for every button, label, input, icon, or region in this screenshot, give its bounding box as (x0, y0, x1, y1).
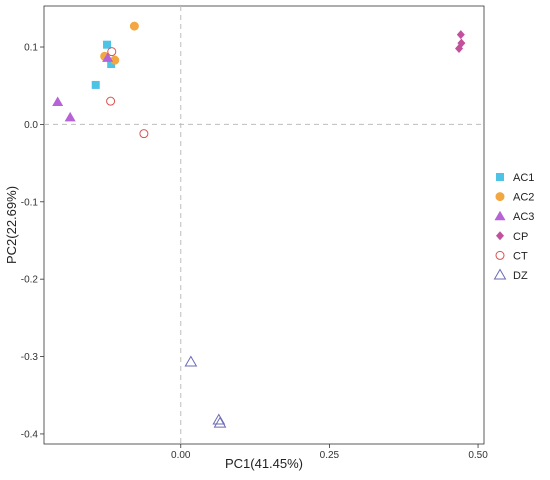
data-point-ct (139, 129, 149, 139)
x-axis: 0.00 0.25 0.50 (171, 444, 488, 461)
legend-marker-dz (493, 268, 507, 280)
data-point-dz (184, 355, 198, 367)
y-tick-label: -0.4 (21, 429, 39, 440)
legend-marker-ct (495, 250, 505, 260)
y-tick-label: 0.1 (24, 43, 38, 54)
data-point-cp (456, 30, 465, 40)
reference-lines (44, 6, 484, 444)
legend-item-ac1: AC1 (496, 172, 534, 184)
data-point-ac1 (103, 40, 112, 49)
legend: AC1 AC2 AC3 CP CT DZ (493, 172, 534, 282)
y-tick-label: -0.3 (21, 352, 39, 363)
legend-label-ac2: AC2 (513, 192, 534, 204)
legend-item-ct: CT (495, 250, 528, 262)
y-tick-label: -0.1 (21, 197, 39, 208)
x-tick-label: 0.50 (468, 450, 488, 461)
legend-item-dz: DZ (493, 268, 528, 282)
series-dz (184, 355, 227, 428)
data-point-ac2 (129, 21, 139, 31)
legend-label-ac3: AC3 (513, 211, 534, 223)
data-point-ac3 (52, 96, 64, 106)
x-axis-label: PC1(41.45%) (225, 456, 303, 471)
data-point-ac3 (102, 52, 114, 62)
series-ct (106, 47, 149, 139)
series-ac3 (52, 52, 114, 122)
x-tick-label: 0.00 (171, 450, 191, 461)
y-axis-label: PC2(22.69%) (4, 186, 19, 264)
y-tick-label: 0.0 (24, 120, 38, 131)
legend-marker-ac2 (495, 192, 505, 202)
data-point-ct (107, 47, 117, 57)
y-axis: -0.4 -0.3 -0.2 -0.1 0.0 0.1 (21, 43, 44, 440)
plot-panel (43, 5, 485, 445)
data-point-ac1 (107, 60, 116, 69)
legend-item-ac2: AC2 (495, 192, 534, 204)
legend-label-dz: DZ (513, 270, 528, 282)
data-points (52, 21, 466, 428)
data-point-dz (212, 413, 226, 425)
series-ac1 (91, 40, 116, 89)
legend-marker-cp (496, 231, 504, 241)
legend-label-cp: CP (513, 231, 528, 243)
data-point-ac1 (91, 80, 100, 89)
legend-item-cp: CP (496, 231, 528, 243)
data-point-ac3 (64, 111, 76, 122)
data-point-ac2 (110, 55, 120, 65)
legend-marker-ac3 (494, 210, 506, 221)
data-point-dz (213, 416, 227, 428)
series-cp (455, 30, 466, 54)
x-tick-label: 0.25 (320, 450, 340, 461)
data-point-cp (455, 44, 464, 54)
legend-marker-ac1 (496, 173, 504, 181)
legend-label-ct: CT (513, 250, 528, 262)
legend-label-ac1: AC1 (513, 172, 534, 184)
legend-item-ac3: AC3 (494, 210, 534, 223)
y-tick-label: -0.2 (21, 275, 39, 286)
data-point-ct (106, 96, 116, 106)
